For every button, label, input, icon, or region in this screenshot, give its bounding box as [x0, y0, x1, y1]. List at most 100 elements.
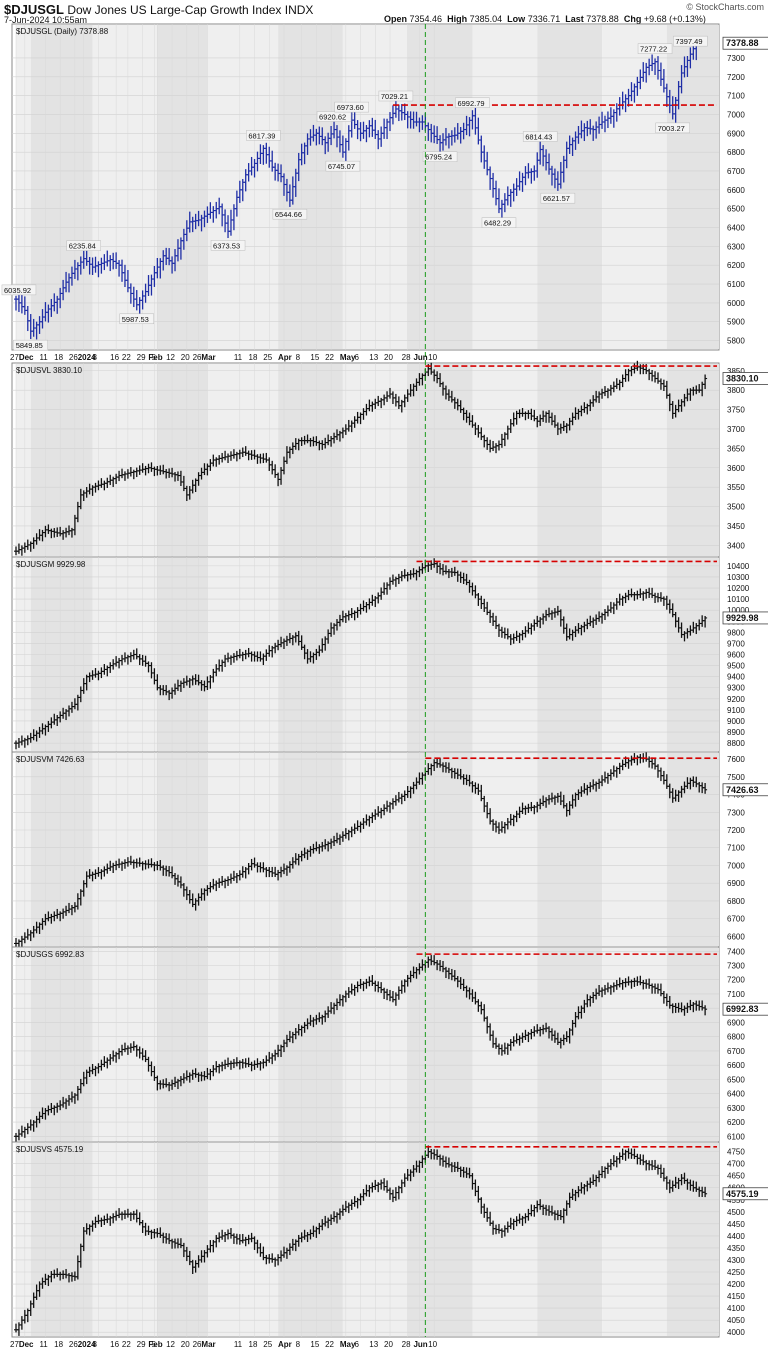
- xtick-top: 29: [137, 353, 146, 362]
- panel-1-ytick: 6200: [727, 261, 745, 270]
- panel-1-price-label-box: [246, 130, 281, 141]
- panel-1-price-label: 5849.85: [16, 341, 43, 350]
- xtick-bottom: Dec: [19, 1340, 34, 1349]
- xtick-bottom: Apr: [278, 1340, 292, 1349]
- xtick-bottom: 6: [355, 1340, 360, 1349]
- xtick-top: 20: [181, 353, 190, 362]
- xtick-top: 8: [296, 353, 301, 362]
- panel-6-month-band: [30, 1143, 93, 1336]
- xtick-bottom: 25: [263, 1340, 272, 1349]
- panel-6-ytick: 4750: [727, 1148, 745, 1157]
- panel-5-month-band: [278, 948, 343, 1141]
- panel-4-month-band: [407, 753, 473, 946]
- panel-1-price-label: 6235.84: [69, 242, 96, 251]
- xtick-bottom: 5: [151, 1340, 156, 1349]
- panel-3-ytick: 9800: [727, 628, 745, 637]
- panel-1-price-label: 6973.60: [337, 103, 364, 112]
- panel-2-ytick: 3450: [727, 522, 745, 531]
- xtick-top: 16: [110, 353, 119, 362]
- panel-4-ytick: 6700: [727, 915, 745, 924]
- low-value: 7336.71: [527, 14, 561, 24]
- xtick-bottom: 8: [296, 1340, 301, 1349]
- panel-1-price-label-box: [655, 122, 690, 134]
- panel-5-ytick: 6200: [727, 1118, 745, 1127]
- panel-2-ytick: 3400: [727, 541, 745, 550]
- panel-3-last-value: 9929.98: [726, 613, 759, 623]
- panel-5-month-band: [666, 948, 719, 1141]
- panel-1-price-label: 6920.62: [319, 113, 346, 122]
- panel-3-ytick: 9300: [727, 684, 745, 693]
- xtick-top: Apr: [278, 353, 292, 362]
- panel-5-month-band: [30, 948, 93, 1141]
- low-label: Low: [507, 14, 526, 24]
- xtick-top: 10: [428, 353, 437, 362]
- xtick-bottom: 10: [428, 1340, 437, 1349]
- panel-1-month-band: [278, 25, 343, 349]
- panel-2-ytick: 3550: [727, 483, 745, 492]
- xtick-top: Mar: [201, 353, 215, 362]
- symbol: $DJUSGL: [4, 2, 64, 17]
- panel-1-price-label: 6373.53: [213, 241, 240, 250]
- panel-3-ytick: 9200: [727, 695, 745, 704]
- chart-title: $DJUSGL Dow Jones US Large-Cap Growth In…: [4, 2, 313, 17]
- panel-6-ytick: 4500: [727, 1208, 745, 1217]
- panel-1-ytick: 7300: [727, 54, 745, 63]
- panel-4-month-band: [602, 753, 667, 946]
- panel-2-ytick: 3650: [727, 444, 745, 453]
- open-label: Open: [384, 14, 408, 24]
- xtick-bottom: 29: [137, 1340, 146, 1349]
- panel-2-last-badge: [722, 372, 768, 385]
- panel-2-ytick: 3750: [727, 406, 745, 415]
- xtick-top: 5: [151, 353, 156, 362]
- panel-1-ytick: 6900: [727, 129, 745, 138]
- panel-1-price-label: 6544.66: [275, 210, 302, 219]
- xtick-bottom: 20: [181, 1340, 190, 1349]
- ohlc-readout: Open 7354.46 High 7385.04 Low 7336.71 La…: [384, 14, 706, 24]
- panel-1-month-band: [30, 25, 93, 349]
- panel-2-ytick: 3600: [727, 464, 745, 473]
- xtick-bottom: 22: [325, 1340, 334, 1349]
- xtick-bottom: 2024: [78, 1340, 96, 1349]
- panel-2-ytick: 3700: [727, 425, 745, 434]
- panel-1-month-band: [537, 25, 603, 349]
- panel-1-price-label-box: [66, 240, 101, 251]
- panel-1-legend: $DJUSGL (Daily) 7378.88: [16, 27, 109, 36]
- panel-2-month-band: [472, 364, 538, 556]
- panel-6-ytick: 4450: [727, 1220, 745, 1229]
- panel-1-ytick: 7100: [727, 92, 745, 101]
- panel-5-ytick: 6300: [727, 1104, 745, 1113]
- panel-4-month-band: [157, 753, 208, 946]
- panel-1-price-label-box: [522, 131, 558, 142]
- panel-1-ytick: 6300: [727, 242, 745, 251]
- xtick-top: Feb: [148, 353, 162, 362]
- panel-6-month-band: [537, 1143, 603, 1336]
- panel-4-ytick: 6900: [727, 879, 745, 888]
- panel-1-price-label-box: [673, 35, 708, 47]
- panel-5-ytick: 7300: [727, 962, 745, 971]
- panel-2-month-band: [30, 364, 93, 556]
- panel-1-ytick: 7000: [727, 110, 745, 119]
- panel-6-last-badge: [722, 1187, 768, 1201]
- panel-1-price-label-box: [455, 97, 490, 109]
- last-value: 7378.88: [586, 14, 619, 24]
- panel-5-month-band: [407, 948, 473, 1141]
- panel-2-month-band: [16, 364, 31, 556]
- panel-1-price-label: 7277.22: [640, 45, 667, 54]
- panel-6-ytick: 4550: [727, 1196, 745, 1205]
- panel-6-last-value: 4575.19: [726, 1189, 759, 1199]
- panel-2-legend: $DJUSVL 3830.10: [16, 366, 83, 375]
- xtick-top: May: [340, 353, 356, 362]
- xtick-top: 2024: [78, 353, 96, 362]
- panel-6-ytick: 4650: [727, 1172, 745, 1181]
- xtick-bottom: Feb: [148, 1340, 162, 1349]
- chg-label: Chg: [623, 14, 642, 24]
- panel-5-month-band: [16, 948, 31, 1141]
- panel-4-ytick: 6600: [727, 932, 745, 941]
- panel-6-ytick: 4400: [727, 1232, 745, 1241]
- panel-2-month-band: [278, 364, 343, 556]
- xtick-top: 22: [325, 353, 334, 362]
- xtick-top: 26: [69, 353, 78, 362]
- panel-1-ytick: 6400: [727, 224, 745, 233]
- panel-5-month-band: [602, 948, 667, 1141]
- panel-6-month-band: [16, 1143, 31, 1336]
